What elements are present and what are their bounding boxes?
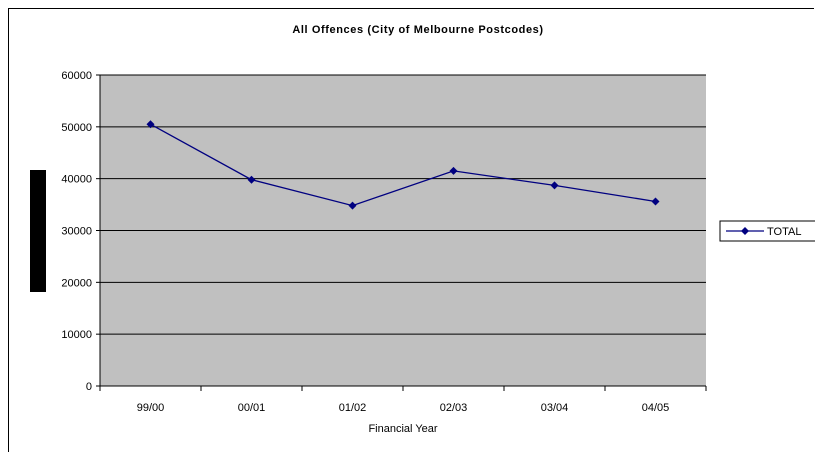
series-layer [146,120,660,210]
legend-box [719,220,815,242]
legend-series-marker [741,227,749,235]
x-axis: 99/00 00/01 01/02 02/03 03/04 04/05 [99,385,707,414]
x-tick-label: 99/00 [137,402,165,414]
data-point-marker [247,175,256,184]
y-axis: 0 10000 20000 30000 40000 50000 60000 [61,70,101,393]
data-point-marker [146,120,155,129]
y-tick-label: 20000 [61,277,92,289]
x-tick-label: 00/01 [238,402,266,414]
x-axis-title: Financial Year [368,423,437,435]
y-tick-label: 0 [86,381,92,393]
data-point-marker [651,197,660,206]
y-tick-label: 50000 [61,122,92,134]
y-tick-label: 40000 [61,174,92,186]
legend-series-label: TOTAL [767,226,801,238]
y-tick-label: 60000 [61,70,92,82]
x-tick-label: 04/05 [642,402,670,414]
y-tick-label: 30000 [61,226,92,238]
series-line-total [150,123,656,207]
x-tick-label: 01/02 [339,402,367,414]
y-axis-label-block [30,170,46,292]
chart-title: All Offences (City of Melbourne Postcode… [292,24,543,36]
data-point-marker [550,181,559,190]
gridlines [100,74,706,335]
y-tick-label: 10000 [61,329,92,341]
x-tick-label: 03/04 [541,402,569,414]
chart-frame [8,8,814,452]
data-point-marker [348,201,357,210]
legend: TOTAL [719,220,815,242]
x-tick-label: 02/03 [440,402,468,414]
data-point-marker [449,166,458,175]
